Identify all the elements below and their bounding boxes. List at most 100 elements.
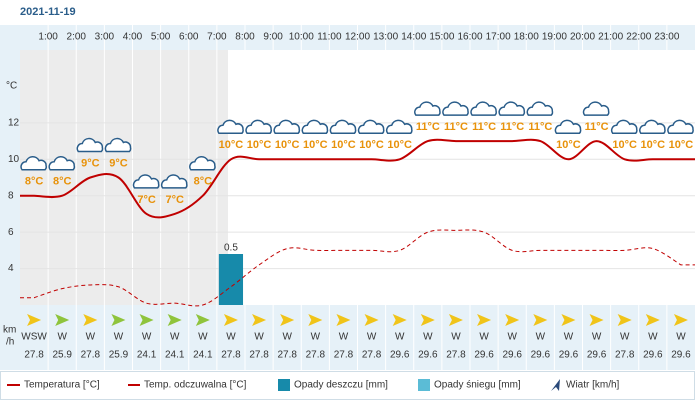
temperature-label: 7°C (165, 194, 184, 206)
temperature-label: 10°C (612, 139, 637, 151)
temperature-label: 8°C (194, 176, 213, 188)
wind-direction: W (86, 332, 96, 343)
wind-speed: 29.6 (587, 350, 607, 361)
weather-icon (526, 101, 554, 116)
wind-direction: W (170, 332, 180, 343)
wind-unit: /h (6, 337, 14, 348)
temperature-label: 11°C (416, 121, 440, 133)
wind-direction: W (254, 332, 264, 343)
temperature-label: 10°C (303, 139, 328, 151)
weather-icon (357, 119, 385, 135)
wind-speed: 27.8 (221, 350, 241, 361)
hour-label: 19:00 (542, 32, 567, 43)
wind-speed: 29.6 (559, 350, 579, 361)
hour-label: 12:00 (345, 32, 370, 43)
wind-speed: 29.6 (643, 350, 663, 361)
hour-label: 23:00 (654, 32, 679, 43)
hour-label: 3:00 (95, 32, 115, 43)
wind-arrow (533, 314, 548, 326)
wind-arrow (420, 314, 435, 326)
temperature-label: 11°C (585, 121, 609, 133)
wind-arrow (195, 314, 210, 326)
temperature-label: 10°C (556, 139, 581, 151)
wind-speed: 29.6 (390, 350, 410, 361)
weather-icon (273, 119, 301, 135)
hour-label: 15:00 (429, 32, 454, 43)
wind-speed: 27.8 (24, 350, 44, 361)
wind-arrow (645, 314, 660, 326)
legend-swatch (418, 379, 430, 391)
wind-direction: W (423, 332, 433, 343)
weather-icon (48, 156, 76, 171)
temperature-label: 11°C (472, 121, 496, 133)
future-area (228, 50, 695, 305)
weather-icon (329, 119, 357, 135)
hour-label: 16:00 (457, 32, 482, 43)
weather-icon (610, 119, 638, 135)
weather-icon (667, 119, 694, 135)
wind-speed: 24.1 (137, 350, 157, 361)
wind-arrow (364, 314, 379, 326)
hour-label: 17:00 (486, 32, 511, 43)
wind-direction: W (57, 332, 67, 343)
wind-direction: W (676, 332, 686, 343)
wind-speed: 25.9 (109, 350, 129, 361)
weather-icon (498, 101, 526, 116)
wind-direction: W (367, 332, 377, 343)
wind-direction: W (142, 332, 152, 343)
wind-arrow (477, 314, 492, 326)
wind-arrow (448, 314, 463, 326)
hour-label: 9:00 (263, 32, 283, 43)
wind-arrow (505, 314, 520, 326)
hour-label: 7:00 (207, 32, 227, 43)
wind-direction: W (536, 332, 546, 343)
temperature-line (20, 138, 695, 219)
wind-direction: W (339, 332, 349, 343)
wind-arrow (589, 314, 604, 326)
wind-speed: 27.8 (615, 350, 635, 361)
wind-unit: km (3, 325, 16, 336)
temperature-label: 9°C (81, 157, 100, 169)
hour-label: 5:00 (151, 32, 171, 43)
hour-label: 4:00 (123, 32, 143, 43)
wind-speed: 27.8 (81, 350, 101, 361)
weather-icon (20, 156, 47, 171)
date-title: 2021-11-19 (20, 6, 76, 18)
wind-speed: 25.9 (52, 350, 72, 361)
weather-icon (639, 119, 666, 135)
y-tick-label: 12 (8, 117, 20, 128)
y-tick-label: 8 (8, 190, 14, 201)
weather-icon (301, 119, 329, 135)
wind-arrow (27, 314, 42, 326)
weather-icon (245, 119, 272, 135)
weather-icon (385, 119, 413, 135)
legend-label: Opady deszczu [mm] (294, 380, 388, 391)
hour-label: 21:00 (598, 32, 623, 43)
wind-direction: W (198, 332, 208, 343)
wind-direction: W (226, 332, 236, 343)
legend-swatch (551, 379, 560, 391)
wind-arrow (336, 314, 351, 326)
legend-label: Wiatr [km/h] (566, 380, 620, 391)
temperature-label: 8°C (25, 176, 44, 188)
wind-arrow (167, 314, 182, 326)
wind-speed: 24.1 (165, 350, 185, 361)
temperature-label: 10°C (669, 139, 694, 151)
hour-label: 8:00 (235, 32, 255, 43)
wind-arrow (55, 314, 70, 326)
wind-arrow (308, 314, 323, 326)
wind-arrow (111, 314, 126, 326)
wind-direction: W (648, 332, 658, 343)
wind-direction: W (564, 332, 574, 343)
wind-speed: 27.8 (306, 350, 326, 361)
rain-label: 0.5 (224, 243, 238, 254)
wind-direction: W (311, 332, 321, 343)
hour-label: 1:00 (38, 32, 58, 43)
wind-speed: 24.1 (193, 350, 213, 361)
wind-arrow (139, 314, 154, 326)
wind-speed: 27.8 (446, 350, 466, 361)
weather-icon (554, 119, 582, 135)
weather-icon (414, 101, 441, 116)
wind-arrow (252, 314, 267, 326)
